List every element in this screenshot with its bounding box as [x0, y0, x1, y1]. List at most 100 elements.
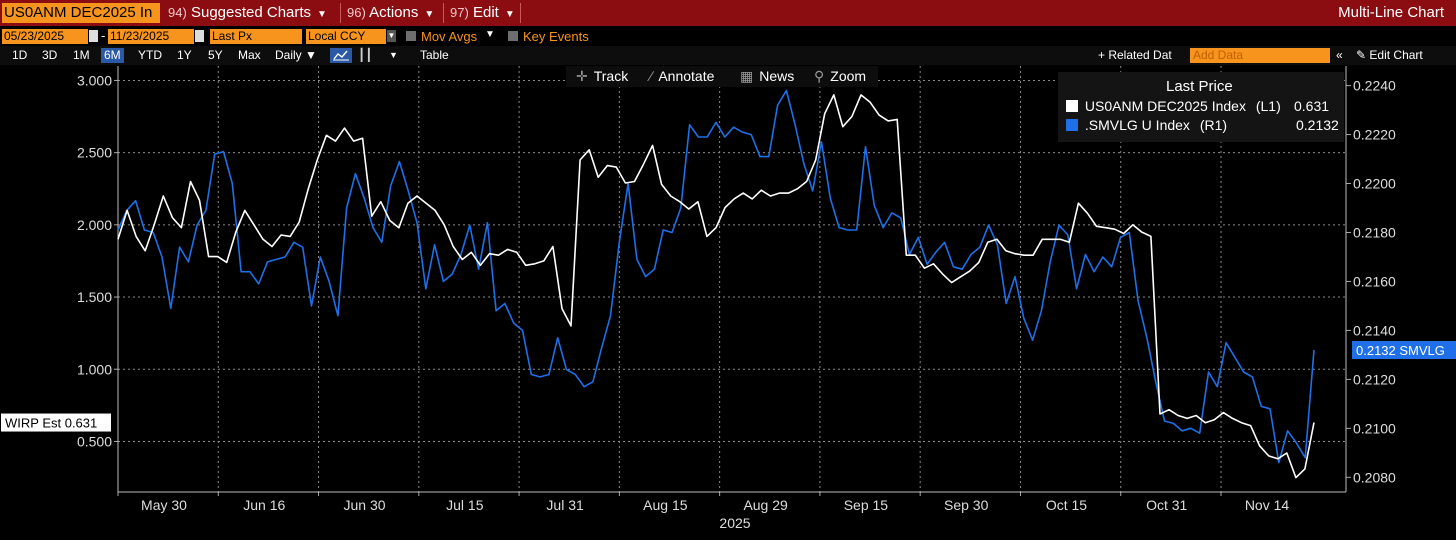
- x-tick-label: Jun 16: [243, 497, 285, 513]
- range-5y[interactable]: 5Y: [208, 48, 223, 62]
- chevron-down-icon: ▼: [317, 9, 327, 20]
- chevron-down-icon: ▼: [305, 48, 317, 62]
- chart-type-title: Multi-Line Chart: [1338, 4, 1444, 21]
- zoom-tool[interactable]: ⚲ Zoom: [814, 68, 866, 85]
- smvlg-series-line[interactable]: [117, 89, 1315, 464]
- security-ticker-input[interactable]: US0ANM DEC2025 In: [2, 3, 160, 23]
- menu-label: Suggested Charts: [190, 4, 312, 21]
- right-tick-label: 0.2100: [1353, 420, 1396, 436]
- line-chart-icon[interactable]: [330, 48, 352, 63]
- mov-avgs-label: Mov Avgs: [421, 29, 478, 44]
- legend-item-left[interactable]: US0ANM DEC2025 Index (L1): [1066, 98, 1281, 114]
- currency-select[interactable]: Local CCY: [306, 29, 386, 44]
- zoom-label: Zoom: [830, 68, 867, 84]
- chevron-down-icon[interactable]: ▼: [387, 30, 396, 42]
- range-max[interactable]: Max: [238, 48, 261, 62]
- range-1d[interactable]: 1D: [12, 48, 28, 62]
- right-tick-label: 0.2220: [1353, 127, 1396, 143]
- menu-number: 96): [347, 5, 366, 20]
- chevron-down-icon[interactable]: ▼: [389, 50, 398, 60]
- x-tick-label: May 30: [141, 497, 187, 513]
- left-tick-label: 1.500: [77, 289, 112, 305]
- x-tick-label: Jul 31: [546, 497, 584, 513]
- bar-chart-icon[interactable]: ┃┃: [358, 48, 373, 62]
- right-last-value-box: [1352, 341, 1456, 359]
- x-year-label: 2025: [719, 515, 750, 531]
- chart-toolbar: ✛ Track ∕ Annotate ▦ News ⚲ Zoom: [566, 66, 878, 87]
- chevron-down-icon: ▼: [504, 9, 515, 20]
- x-tick-label: Nov 14: [1245, 497, 1290, 513]
- annotate-tool[interactable]: ∕ Annotate: [650, 68, 714, 85]
- legend-axis: (L1): [1255, 98, 1281, 114]
- legend: Last Price US0ANM DEC2025 Index (L1) 0.6…: [1058, 72, 1344, 142]
- pencil-icon: ✎: [1356, 48, 1367, 62]
- left-tick-label: 2.500: [77, 145, 112, 161]
- pen-icon: ∕: [650, 68, 653, 84]
- related-data-button[interactable]: + Related Dat: [1098, 48, 1172, 62]
- legend-header: Last Price: [1166, 78, 1233, 95]
- divider: [340, 3, 341, 23]
- right-tick-label: 0.2160: [1353, 273, 1396, 289]
- key-events-label: Key Events: [523, 29, 589, 44]
- crosshair-icon: ✛: [576, 68, 588, 84]
- menu-number: 94): [168, 5, 187, 20]
- suggested-charts-menu[interactable]: 94) Suggested Charts ▼: [168, 0, 327, 26]
- edit-menu[interactable]: 97) Edit ▼: [450, 0, 515, 26]
- add-data-input[interactable]: Add Data: [1190, 48, 1330, 63]
- chevron-down-icon: ▼: [424, 9, 435, 20]
- legend-swatch: [1066, 119, 1078, 131]
- legend-value: 0.631: [1294, 98, 1330, 114]
- x-tick-label: Sep 15: [844, 497, 889, 513]
- actions-menu[interactable]: 96) Actions ▼: [347, 0, 434, 26]
- right-tick-label: 0.2240: [1353, 78, 1396, 94]
- calendar-icon[interactable]: [195, 30, 204, 42]
- legend-swatch: [1066, 100, 1078, 112]
- frequency-select[interactable]: Daily ▼: [275, 48, 317, 63]
- x-tick-label: Oct 15: [1046, 497, 1087, 513]
- x-tick-label: Jun 30: [344, 497, 386, 513]
- legend-item-right[interactable]: .SMVLG U Index (R1): [1066, 117, 1227, 133]
- us0anm-series-line[interactable]: [117, 94, 1315, 479]
- right-tick-label: 0.2180: [1353, 224, 1396, 240]
- range-1m[interactable]: 1M: [73, 48, 90, 62]
- table-button[interactable]: Table: [420, 48, 449, 62]
- range-ytd[interactable]: YTD: [138, 48, 162, 62]
- legend-axis: (R1): [1199, 117, 1228, 133]
- divider: [520, 3, 521, 23]
- mov-avgs-checkbox[interactable]: [406, 31, 416, 41]
- menu-number: 97): [450, 5, 469, 20]
- legend-value: 0.2132: [1296, 117, 1339, 133]
- end-date-input[interactable]: 11/23/2025: [108, 29, 194, 44]
- range-6m[interactable]: 6M: [101, 48, 124, 63]
- x-tick-label: Aug 15: [643, 497, 688, 513]
- x-tick-label: Aug 29: [743, 497, 788, 513]
- right-last-value-label: 0.2132 SMVLG: [1356, 343, 1445, 358]
- news-icon: ▦: [740, 68, 754, 84]
- calendar-icon[interactable]: [89, 30, 98, 42]
- range-3d[interactable]: 3D: [42, 48, 58, 62]
- start-date-input[interactable]: 05/23/2025: [2, 29, 88, 44]
- frequency-label: Daily: [275, 48, 302, 62]
- x-tick-label: Jul 15: [446, 497, 484, 513]
- news-label: News: [759, 68, 795, 84]
- left-tick-label: 3.000: [77, 72, 112, 88]
- edit-chart-button[interactable]: ✎ Edit Chart: [1356, 48, 1423, 63]
- left-last-value-box: [1, 413, 111, 432]
- news-tool[interactable]: ▦ News: [740, 68, 794, 85]
- date-dash: -: [101, 28, 106, 43]
- key-events-checkbox[interactable]: [508, 31, 518, 41]
- legend-series-name: US0ANM DEC2025 Index: [1084, 98, 1246, 114]
- chevron-down-icon[interactable]: ▼: [485, 29, 495, 40]
- range-1y[interactable]: 1Y: [177, 48, 192, 62]
- divider: [443, 3, 444, 23]
- collapse-icon[interactable]: «: [1336, 48, 1343, 62]
- track-tool[interactable]: ✛ Track: [576, 68, 628, 85]
- settings-row: 05/23/2025 - 11/23/2025 Last Px Local CC…: [0, 28, 1456, 46]
- menu-label: Edit: [472, 4, 499, 21]
- right-tick-label: 0.2200: [1353, 176, 1396, 192]
- legend-series-name: .SMVLG U Index: [1084, 117, 1190, 133]
- track-label: Track: [593, 68, 629, 84]
- annotate-label: Annotate: [658, 68, 715, 84]
- right-tick-label: 0.2080: [1353, 469, 1396, 485]
- price-field-select[interactable]: Last Px: [210, 29, 302, 44]
